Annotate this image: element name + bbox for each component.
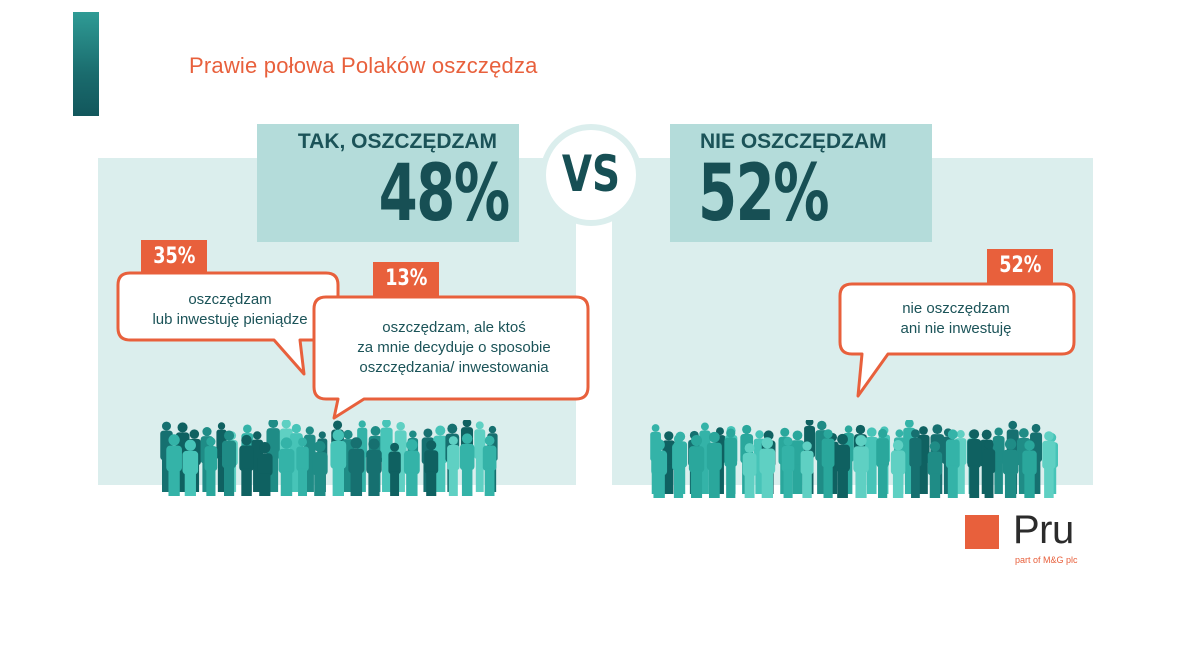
person-silhouette	[688, 435, 705, 498]
badge-52: 52%	[987, 249, 1053, 283]
badge-35: 35%	[141, 240, 207, 274]
person-silhouette	[278, 437, 295, 496]
logo-wordmark: Pru	[1013, 508, 1074, 552]
person-silhouette	[890, 440, 906, 498]
person-silhouette	[651, 439, 668, 498]
person-silhouette	[312, 440, 328, 496]
person-silhouette	[672, 434, 685, 498]
bubble-52-line2: ani nie inwestuję	[900, 320, 1012, 337]
bubble-35-outline	[116, 271, 340, 376]
person-silhouette	[424, 440, 439, 496]
person-silhouette	[239, 434, 254, 496]
person-silhouette	[781, 436, 795, 498]
stat-label-right: NIE OSZCZĘDZAM	[700, 130, 887, 153]
stat-label-left: TAK, OSZCZĘDZAM	[297, 130, 497, 153]
person-silhouette	[967, 429, 982, 498]
person-silhouette	[388, 442, 401, 496]
bubble-52-outline	[838, 282, 1076, 398]
bubble-35-line1: oszczędzam	[188, 291, 272, 308]
person-silhouette	[166, 434, 182, 496]
vs-text: VS	[561, 145, 621, 203]
person-silhouette	[800, 441, 814, 498]
person-silhouette	[821, 429, 835, 498]
person-silhouette	[1002, 438, 1019, 498]
person-silhouette	[459, 433, 475, 496]
crowd-illustration-left	[160, 420, 498, 496]
bubble-52-line1: nie oszczędzam	[902, 300, 1010, 317]
person-silhouette	[982, 440, 996, 498]
person-silhouette	[835, 433, 851, 498]
person-silhouette	[348, 437, 365, 496]
person-silhouette	[257, 442, 273, 496]
person-silhouette	[474, 421, 486, 492]
person-silhouette	[927, 441, 943, 498]
bubble-13-line3: oszczędzania/ inwestowania	[359, 359, 549, 376]
person-silhouette	[204, 437, 218, 496]
person-silhouette	[182, 439, 199, 496]
crowd-illustration-right	[650, 420, 1058, 498]
bubble-text-13: oszczędzam, ale ktoś za mnie decyduje o …	[318, 318, 590, 378]
person-silhouette	[853, 435, 869, 498]
logo-tagline: part of M&G plc	[1015, 555, 1078, 565]
person-silhouette	[742, 443, 757, 498]
person-silhouette	[222, 430, 237, 496]
person-silhouette	[1022, 440, 1037, 498]
person-silhouette	[447, 436, 460, 496]
accent-bar	[73, 12, 99, 116]
bubble-35-line2: lub inwestuję pieniądze	[152, 311, 308, 328]
person-silhouette	[706, 431, 722, 498]
person-silhouette	[724, 428, 738, 498]
person-silhouette	[403, 439, 420, 496]
bubble-13-line1: oszczędzam, ale ktoś	[382, 319, 526, 336]
bubble-13-line2: za mnie decyduje o sposobie	[357, 339, 551, 356]
logo-square	[965, 515, 999, 549]
person-silhouette	[909, 429, 922, 498]
stat-box-left: TAK, OSZCZĘDZAM 48%	[257, 124, 519, 242]
person-silhouette	[1042, 431, 1056, 498]
stat-box-right: NIE OSZCZĘDZAM 52%	[670, 124, 932, 242]
person-silhouette	[482, 435, 497, 496]
stat-value-left: 48%	[378, 149, 511, 239]
bubble-13-outline	[312, 295, 590, 420]
bubble-text-35: oszczędzam lub inwestuję pieniądze	[120, 290, 340, 330]
person-silhouette	[945, 429, 960, 498]
person-silhouette	[876, 428, 890, 498]
badge-13: 13%	[373, 262, 439, 296]
vs-circle: VS	[540, 124, 642, 226]
bubble-text-52: nie oszczędzam ani nie inwestuję	[840, 299, 1072, 339]
person-silhouette	[759, 437, 776, 498]
person-silhouette	[296, 437, 309, 496]
person-silhouette	[366, 438, 382, 496]
page-title: Prawie połowa Polaków oszczędza	[189, 53, 538, 78]
person-silhouette	[380, 420, 393, 492]
person-silhouette	[330, 429, 347, 496]
person-silhouette	[266, 420, 281, 492]
stat-value-right: 52%	[698, 149, 830, 239]
person-silhouette	[992, 427, 1005, 494]
